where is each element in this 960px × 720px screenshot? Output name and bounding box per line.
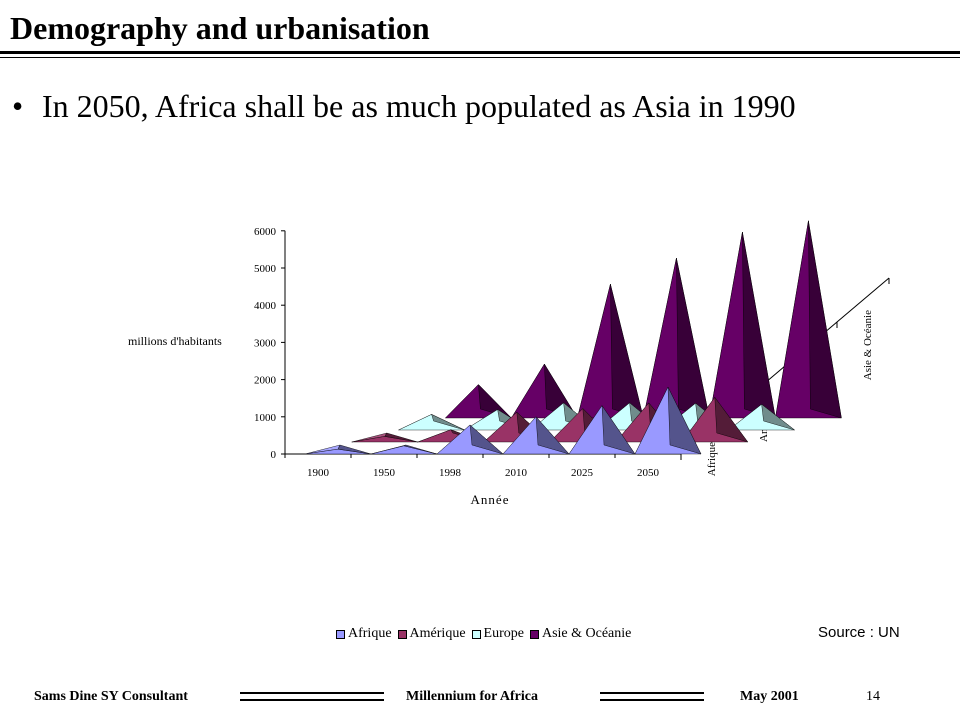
bullet-dot: • bbox=[12, 88, 24, 124]
pyramid-face bbox=[384, 432, 418, 443]
legend-swatch bbox=[336, 629, 345, 639]
y-tick-label: 2000 bbox=[254, 375, 277, 387]
legend-item: Europe bbox=[471, 626, 524, 642]
depth-axis-label: Asie & Océanie bbox=[862, 310, 874, 380]
legend-item: Asie & Océanie bbox=[529, 626, 632, 642]
slide-title: Demography and urbanisation bbox=[10, 10, 430, 46]
pyramid-face bbox=[601, 404, 636, 455]
pyramid-face bbox=[714, 396, 749, 443]
legend-label: Amérique bbox=[409, 626, 466, 641]
x-tick-label: 1900 bbox=[307, 467, 330, 479]
pyramid-face bbox=[535, 416, 570, 455]
pyramid-face bbox=[676, 257, 710, 419]
title-rule-thin bbox=[0, 57, 960, 58]
pyramid-face bbox=[667, 386, 702, 455]
pyramid-face bbox=[808, 220, 842, 419]
pyramid-face bbox=[610, 284, 644, 419]
pyramid-face bbox=[431, 414, 465, 431]
legend-label: Afrique bbox=[348, 626, 392, 641]
x-tick-label: 1998 bbox=[439, 467, 462, 479]
y-tick-label: 4000 bbox=[254, 300, 277, 312]
footer-center: Millennium for Africa bbox=[406, 689, 538, 704]
legend-label: Europe bbox=[483, 626, 524, 641]
legend-item: Amérique bbox=[397, 626, 466, 642]
x-axis-title: Année bbox=[471, 492, 510, 507]
page-number: 14 bbox=[866, 689, 880, 704]
legend-label: Asie & Océanie bbox=[541, 626, 632, 641]
footer-author: Sams Dine SY Consultant bbox=[34, 689, 188, 704]
y-tick-label: 1000 bbox=[254, 412, 277, 424]
pyramid-face bbox=[370, 445, 438, 455]
x-tick-label: 2025 bbox=[571, 467, 594, 479]
title-rule-thick bbox=[0, 51, 960, 54]
x-tick-label: 1950 bbox=[373, 467, 396, 479]
depth-axis-label: Afrique bbox=[706, 442, 718, 476]
footer-date: May 2001 bbox=[740, 689, 799, 704]
footer-divider bbox=[240, 692, 384, 701]
pyramid-face bbox=[403, 444, 438, 455]
pyramid-face bbox=[469, 424, 504, 455]
pyramid-face bbox=[761, 403, 795, 431]
legend-swatch bbox=[471, 629, 481, 639]
y-tick-label: 5000 bbox=[254, 263, 277, 275]
chart-legend: Afrique Amérique Europe Asie & Océanie bbox=[336, 625, 631, 643]
y-tick-label: 3000 bbox=[254, 337, 277, 349]
legend-swatch bbox=[397, 629, 407, 639]
x-tick-label: 2050 bbox=[637, 467, 660, 479]
x-tick-label: 2010 bbox=[505, 467, 528, 479]
y-axis-title: millions d'habitants bbox=[128, 334, 222, 348]
pyramid-face bbox=[742, 231, 776, 419]
bullet-text: In 2050, Africa shall be as much populat… bbox=[42, 88, 796, 124]
source-note: Source : UN bbox=[818, 624, 900, 641]
footer-divider bbox=[600, 692, 704, 701]
pyramid-face bbox=[337, 444, 372, 455]
y-tick-label: 6000 bbox=[254, 226, 277, 238]
bullet-point: • In 2050, Africa shall be as much popula… bbox=[12, 88, 796, 125]
legend-item: Afrique bbox=[336, 626, 392, 642]
legend-swatch bbox=[529, 629, 539, 639]
y-tick-label: 0 bbox=[271, 449, 277, 461]
